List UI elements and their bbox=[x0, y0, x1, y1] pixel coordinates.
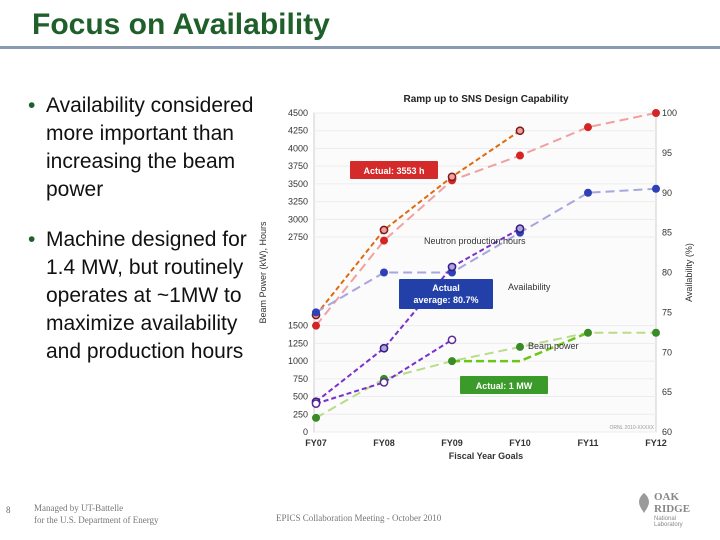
data-point bbox=[516, 151, 524, 160]
y2-tick-label: 90 bbox=[662, 188, 672, 198]
chart-credit: ORNL 2010-XXXXX bbox=[609, 425, 654, 431]
ramp-up-chart: Ramp up to SNS Design Capability 0 250 500 7… bbox=[256, 88, 696, 488]
callout-hours-text: Actual: 3553 h bbox=[363, 166, 424, 176]
data-point bbox=[652, 184, 660, 193]
data-point bbox=[515, 126, 525, 136]
logo-line-2: RIDGE bbox=[654, 503, 691, 515]
y2-tick-label: 70 bbox=[662, 347, 672, 357]
callout-availability-line-1: Actual bbox=[432, 283, 460, 293]
bullet-list: • Availability considered more important… bbox=[28, 92, 264, 388]
data-point bbox=[584, 188, 592, 197]
x-tick-label: FY08 bbox=[373, 438, 395, 448]
availability-design-line bbox=[315, 187, 657, 314]
data-point bbox=[652, 328, 660, 337]
slide-title: Focus on Availability bbox=[32, 8, 330, 41]
bullet-text: Machine designed for 1.4 MW, but routine… bbox=[46, 228, 247, 363]
y2-tick-label: 95 bbox=[662, 148, 672, 158]
data-point bbox=[380, 268, 388, 277]
chart-title: Ramp up to SNS Design Capability bbox=[403, 94, 568, 105]
y-tick-label: 1000 bbox=[288, 356, 308, 366]
power-design-line bbox=[315, 331, 656, 419]
y2-tick-label: 85 bbox=[662, 228, 672, 238]
data-point bbox=[447, 172, 457, 182]
data-point bbox=[379, 378, 389, 387]
bullet-dot: • bbox=[28, 228, 36, 251]
y-tick-label: 750 bbox=[293, 374, 308, 384]
data-point bbox=[379, 225, 389, 235]
y2-tick-label: 65 bbox=[662, 387, 672, 397]
oak-leaf-icon bbox=[639, 493, 649, 513]
x-tick-label: FY10 bbox=[509, 438, 531, 448]
data-point bbox=[312, 321, 320, 330]
hours-design-line bbox=[315, 112, 657, 327]
logo-line-1: OAK bbox=[654, 491, 680, 503]
y-tick-label: 3500 bbox=[288, 179, 308, 189]
y2-axis-label: Availability (%) bbox=[684, 243, 694, 302]
data-point bbox=[448, 357, 456, 366]
data-point bbox=[380, 236, 388, 245]
footer-managed-by: Managed by UT-Battelle for the U.S. Depa… bbox=[34, 502, 159, 526]
y-tick-label: 1500 bbox=[288, 321, 308, 331]
data-point bbox=[515, 224, 525, 233]
data-point bbox=[652, 109, 660, 117]
callout-hours-box bbox=[350, 161, 438, 179]
y2-tick-label: 75 bbox=[662, 307, 672, 317]
footer-line-2: for the U.S. Department of Energy bbox=[34, 515, 159, 525]
power-target-line bbox=[452, 331, 589, 363]
footer-event: EPICS Collaboration Meeting - October 20… bbox=[276, 513, 442, 523]
data-point bbox=[312, 413, 320, 422]
y-tick-label: 4250 bbox=[288, 126, 308, 136]
x-axis-label: Fiscal Year Goals bbox=[449, 451, 523, 461]
bullet-dot: • bbox=[28, 94, 36, 117]
data-point bbox=[584, 328, 592, 337]
y-tick-label: 500 bbox=[293, 392, 308, 402]
data-point bbox=[311, 399, 321, 408]
y-tick-label: 0 bbox=[303, 427, 308, 437]
callout-power-box bbox=[460, 376, 548, 394]
x-tick-label: FY09 bbox=[441, 438, 463, 448]
y2-tick-label: 80 bbox=[662, 268, 672, 278]
hours-actual-line bbox=[315, 129, 521, 316]
title-divider bbox=[0, 46, 720, 49]
bullet-item: • Availability considered more important… bbox=[28, 92, 264, 204]
footer-line-1: Managed by UT-Battelle bbox=[34, 503, 124, 513]
y2-tick-label: 100 bbox=[662, 108, 677, 118]
y-tick-label: 4000 bbox=[288, 143, 308, 153]
y-axis-label: Beam Power (kW), Hours bbox=[258, 221, 268, 324]
y-tick-label: 4500 bbox=[288, 108, 308, 118]
series-label-power: Beam power bbox=[528, 341, 579, 351]
data-point bbox=[312, 308, 320, 317]
x-tick-label: FY12 bbox=[645, 438, 667, 448]
y-tick-label: 3250 bbox=[288, 197, 308, 207]
series-label-availability: Availability bbox=[508, 282, 551, 292]
callout-power-text: Actual: 1 MW bbox=[476, 381, 533, 391]
y-tick-label: 3750 bbox=[288, 161, 308, 171]
series-label-hours: Neutron production hours bbox=[424, 236, 526, 246]
x-tick-label: FY11 bbox=[577, 438, 598, 448]
y-tick-label: 1250 bbox=[288, 338, 308, 348]
y-tick-label: 2750 bbox=[288, 232, 308, 242]
logo-subtitle: National Laboratory bbox=[654, 516, 683, 528]
y-tick-label: 250 bbox=[293, 409, 308, 419]
data-point bbox=[516, 342, 524, 351]
power-actual-line bbox=[315, 338, 453, 405]
page-number: 8 bbox=[6, 505, 11, 515]
data-point bbox=[379, 343, 389, 353]
bullet-text: Availability considered more important t… bbox=[46, 94, 254, 201]
data-point bbox=[447, 262, 457, 272]
data-point bbox=[584, 123, 592, 132]
y-tick-label: 3000 bbox=[288, 214, 308, 224]
y2-tick-label: 60 bbox=[662, 427, 672, 437]
callout-availability-box bbox=[399, 279, 493, 309]
data-point bbox=[447, 335, 457, 345]
bullet-item: • Machine designed for 1.4 MW, but routi… bbox=[28, 226, 264, 366]
ornl-logo: OAK RIDGE National Laboratory bbox=[636, 490, 706, 528]
x-tick-label: FY07 bbox=[305, 438, 327, 448]
callout-availability-line-2: average: 80.7% bbox=[413, 295, 478, 305]
